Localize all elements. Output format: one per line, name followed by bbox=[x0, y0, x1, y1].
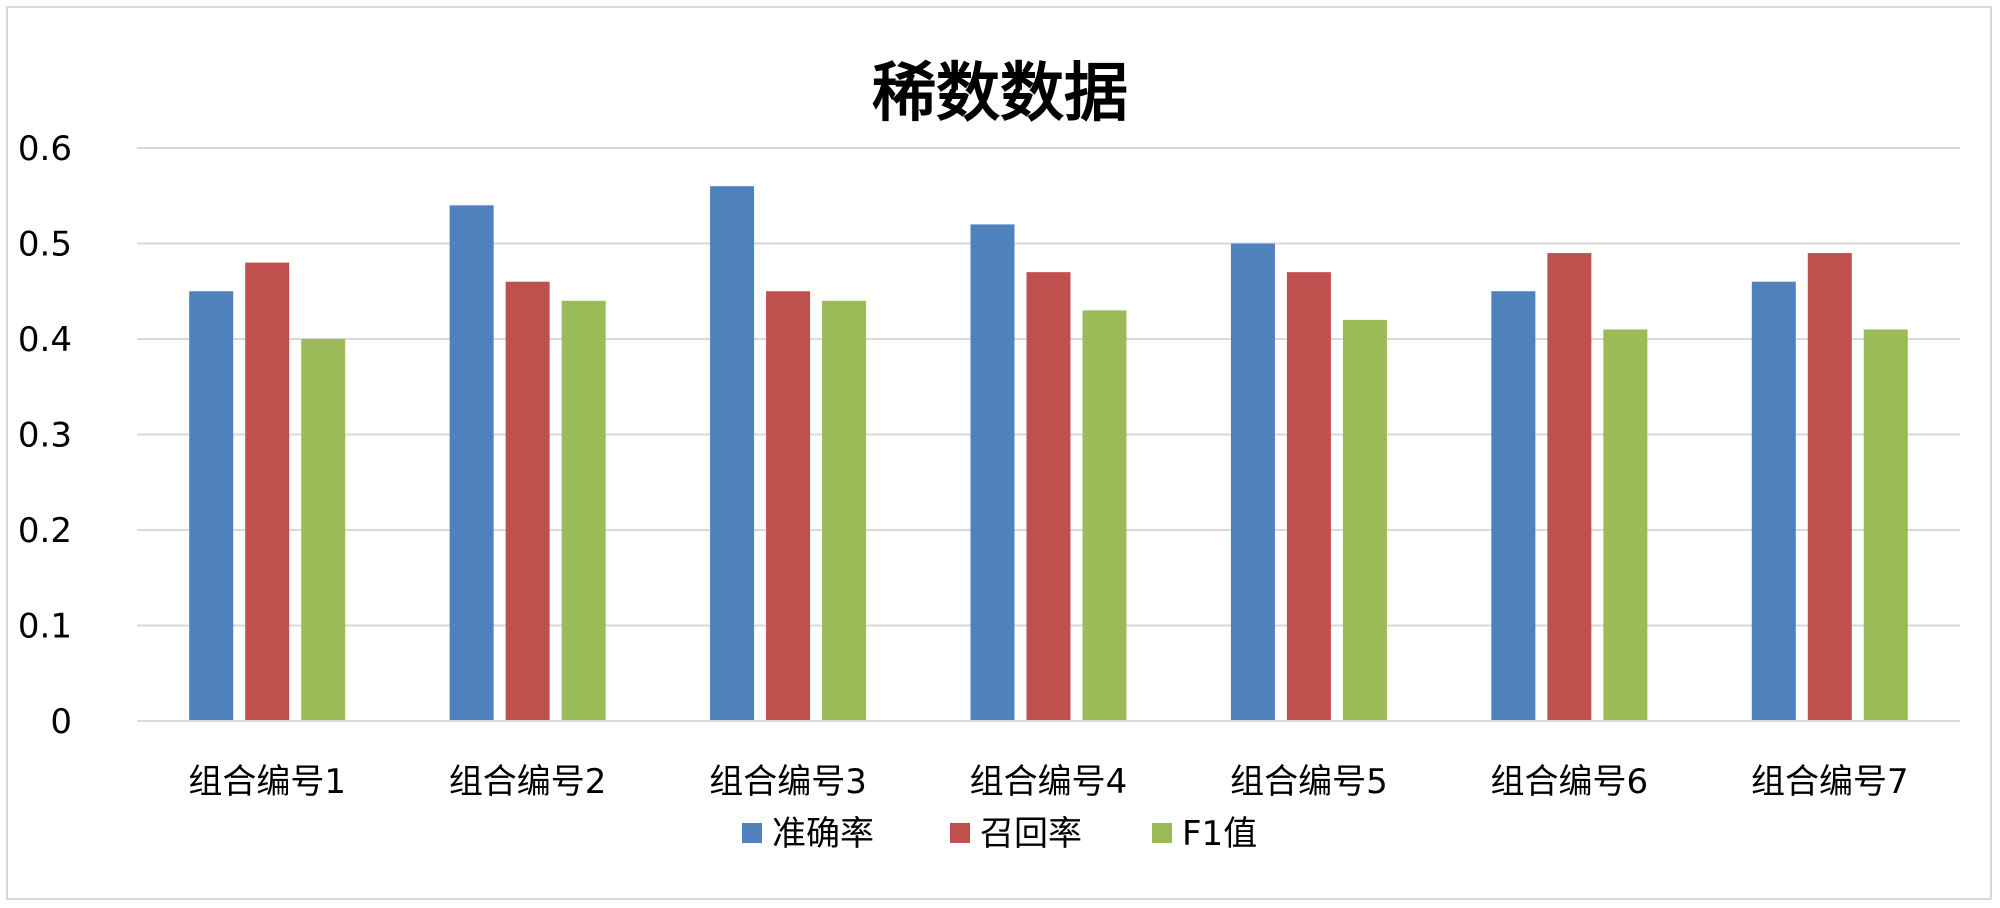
bar bbox=[1751, 281, 1796, 721]
bar bbox=[970, 224, 1015, 721]
chart-title: 稀数数据 bbox=[872, 57, 1128, 131]
bar bbox=[449, 205, 494, 722]
legend-label: 准确率 bbox=[772, 814, 874, 854]
legend: 准确率 召回率 F1值 bbox=[742, 814, 1257, 854]
bar bbox=[1547, 253, 1592, 722]
y-tick-label: 0 bbox=[50, 702, 72, 742]
bar bbox=[1082, 310, 1127, 721]
y-tick-label: 0.1 bbox=[18, 607, 72, 647]
legend-swatch bbox=[742, 823, 762, 843]
x-tick-label: 组合编号7 bbox=[1751, 762, 1909, 802]
x-tick-label: 组合编号6 bbox=[1491, 762, 1649, 802]
legend-label: 召回率 bbox=[980, 814, 1082, 854]
x-tick-label: 组合编号5 bbox=[1230, 762, 1388, 802]
bar bbox=[1286, 272, 1331, 721]
bar bbox=[822, 300, 867, 721]
bar bbox=[1342, 319, 1387, 721]
bar bbox=[245, 262, 290, 721]
x-tick-label: 组合编号2 bbox=[449, 762, 607, 802]
bar bbox=[1807, 253, 1852, 722]
x-tick-label: 组合编号4 bbox=[970, 762, 1128, 802]
legend-label: F1值 bbox=[1182, 814, 1257, 854]
bars bbox=[189, 186, 1908, 722]
x-tick-label: 组合编号3 bbox=[709, 762, 867, 802]
y-tick-label: 0.2 bbox=[18, 511, 72, 551]
gridlines bbox=[137, 147, 1960, 627]
bar bbox=[710, 186, 755, 721]
bar bbox=[301, 339, 346, 721]
bar bbox=[505, 281, 550, 721]
bar bbox=[1491, 291, 1536, 721]
y-axis-tick-labels: 0 0.1 0.2 0.3 0.4 0.5 0.6 bbox=[18, 129, 72, 742]
bar bbox=[1026, 272, 1071, 721]
x-tick-label: 组合编号1 bbox=[188, 762, 346, 802]
bar bbox=[1863, 329, 1908, 721]
y-tick-label: 0.3 bbox=[18, 416, 72, 456]
bar bbox=[189, 291, 234, 721]
legend-swatch bbox=[950, 823, 970, 843]
bar bbox=[1230, 243, 1275, 721]
bar bbox=[561, 300, 606, 721]
y-tick-label: 0.5 bbox=[18, 225, 72, 265]
x-axis-category-labels: 组合编号1 组合编号2 组合编号3 组合编号4 组合编号5 组合编号6 组合编号7 bbox=[188, 762, 1908, 802]
y-tick-label: 0.4 bbox=[18, 320, 72, 360]
bar bbox=[1603, 329, 1648, 721]
y-tick-label: 0.6 bbox=[18, 129, 72, 169]
legend-swatch bbox=[1152, 823, 1172, 843]
bar bbox=[766, 291, 811, 721]
